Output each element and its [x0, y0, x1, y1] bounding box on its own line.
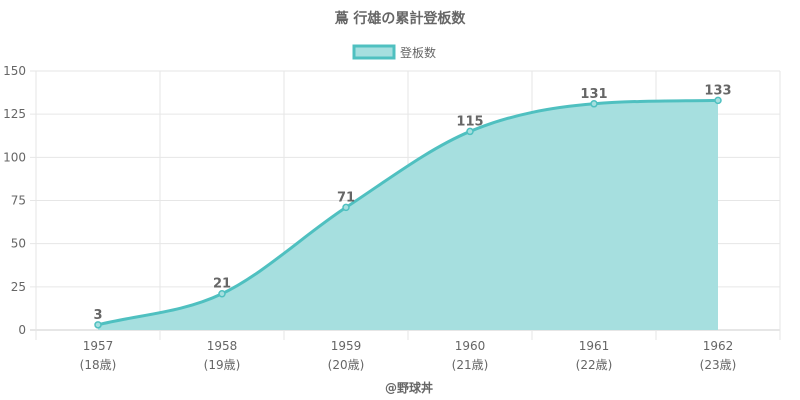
x-tick-sublabel: (21歳)	[452, 358, 489, 372]
data-label: 133	[704, 83, 731, 98]
y-tick-label: 125	[3, 107, 26, 121]
x-tick-label: 1958	[207, 339, 238, 353]
x-tick-sublabel: (23歳)	[700, 358, 737, 372]
data-label: 21	[213, 277, 231, 292]
legend[interactable]: 登板数	[352, 44, 436, 60]
x-tick-sublabel: (20歳)	[328, 358, 365, 372]
y-tick-label: 25	[11, 280, 26, 294]
footer-credit: @野球丼	[385, 380, 433, 395]
legend-label: 登板数	[400, 45, 436, 60]
y-axis: 0 25 50 75 100 125 150	[3, 64, 26, 337]
data-point[interactable]	[342, 203, 350, 212]
data-point[interactable]	[94, 321, 102, 329]
y-tick-label: 50	[11, 237, 26, 251]
data-labels: 3 21 71 115 131 133	[93, 83, 731, 322]
x-tick-label: 1959	[331, 339, 362, 353]
y-tick-label: 150	[3, 64, 26, 78]
series-line	[97, 98, 719, 327]
x-tick-label: 1960	[455, 339, 486, 353]
data-point[interactable]	[714, 96, 722, 105]
y-tick-label: 0	[18, 323, 26, 337]
data-point[interactable]	[590, 100, 598, 108]
data-label: 3	[93, 308, 102, 323]
x-tick-label: 1962	[703, 339, 734, 353]
x-axis: 1957 (18歳) 1958 (19歳) 1959 (20歳) 1960 (21歳) 1961…	[80, 339, 737, 372]
x-tick-label: 1957	[83, 339, 114, 353]
series-area-fill	[98, 100, 718, 330]
chart-title: 蔦 行雄の累計登板数	[335, 10, 467, 27]
data-points	[94, 96, 722, 329]
data-point[interactable]	[218, 289, 226, 298]
x-tick-label: 1961	[579, 339, 610, 353]
x-tick-sublabel: (19歳)	[204, 358, 241, 372]
y-tick-label: 100	[3, 150, 26, 164]
x-tick-sublabel: (18歳)	[80, 358, 117, 372]
series-area	[97, 98, 719, 330]
y-tick-label: 75	[11, 194, 26, 208]
data-point[interactable]	[466, 127, 474, 136]
x-tick-sublabel: (22歳)	[576, 358, 613, 372]
data-label: 131	[580, 87, 607, 102]
data-label: 115	[456, 114, 483, 129]
legend-swatch	[352, 44, 396, 60]
data-label: 71	[337, 190, 355, 205]
